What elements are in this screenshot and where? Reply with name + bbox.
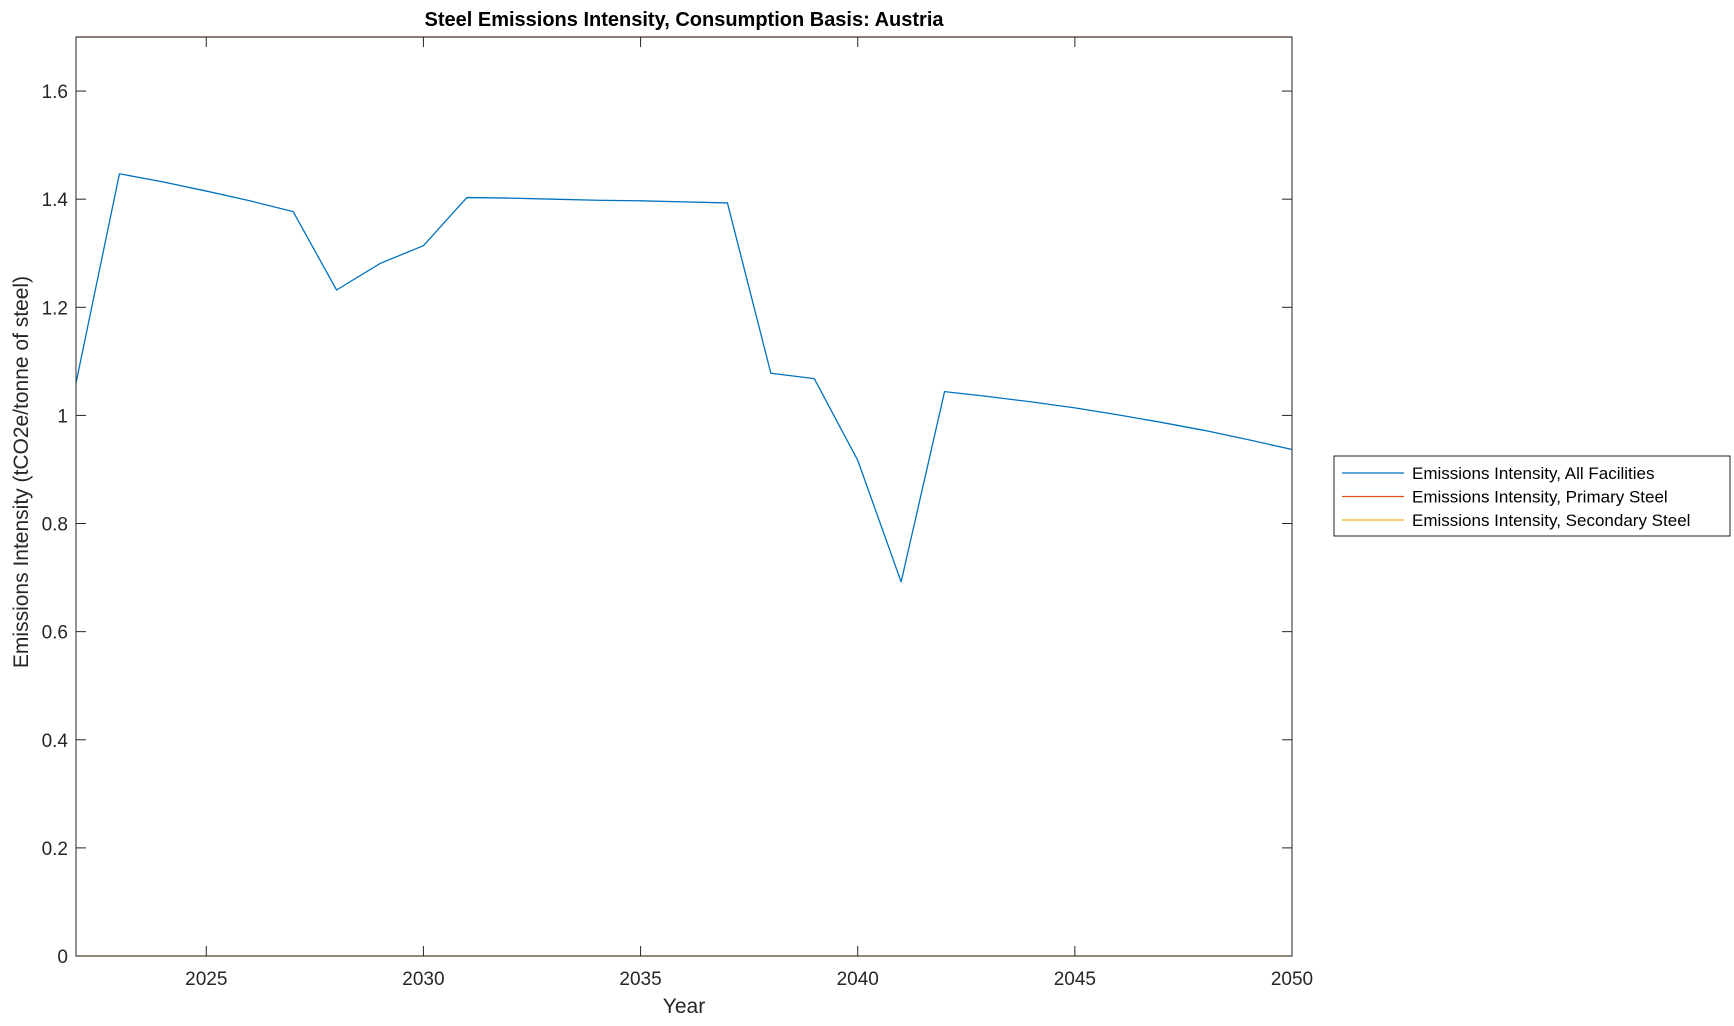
x-tick-label: 2025 xyxy=(185,969,227,990)
legend-label-1: Emissions Intensity, All Facilities xyxy=(1412,464,1654,483)
x-tick-label: 2045 xyxy=(1054,969,1096,990)
y-tick-label: 0.2 xyxy=(42,839,68,860)
x-tick-label: 2035 xyxy=(619,969,661,990)
y-tick-label: 0.8 xyxy=(42,515,68,536)
y-axis-label: Emissions Intensity (tCO2e/tonne of stee… xyxy=(10,276,33,668)
legend: Emissions Intensity, All Facilities Emiss… xyxy=(1333,455,1731,537)
x-tick-label: 2050 xyxy=(1271,969,1313,990)
plot-area: 2025 2030 2035 2040 2045 2050 0 0.2 0.4 0.6 0.8 1 1.… xyxy=(42,36,1313,990)
y-tick-label: 1.2 xyxy=(42,298,68,319)
axes-box xyxy=(75,36,1293,957)
y-tick-label: 1.6 xyxy=(42,82,68,103)
x-tick-label: 2040 xyxy=(837,969,879,990)
y-tick-label: 0.4 xyxy=(42,731,69,752)
y-tick-label: 0 xyxy=(57,947,68,968)
y-tick-label: 0.6 xyxy=(42,623,68,644)
x-axis-label: Year xyxy=(663,995,705,1018)
legend-label-3: Emissions Intensity, Secondary Steel xyxy=(1412,511,1690,530)
legend-label-2: Emissions Intensity, Primary Steel xyxy=(1412,488,1668,507)
y-tick-label: 1.4 xyxy=(42,190,69,211)
x-tick-label: 2030 xyxy=(402,969,444,990)
series-line-1 xyxy=(75,173,1293,583)
chart-title: Steel Emissions Intensity, Consumption B… xyxy=(425,9,945,31)
y-tick-label: 1 xyxy=(57,406,68,427)
